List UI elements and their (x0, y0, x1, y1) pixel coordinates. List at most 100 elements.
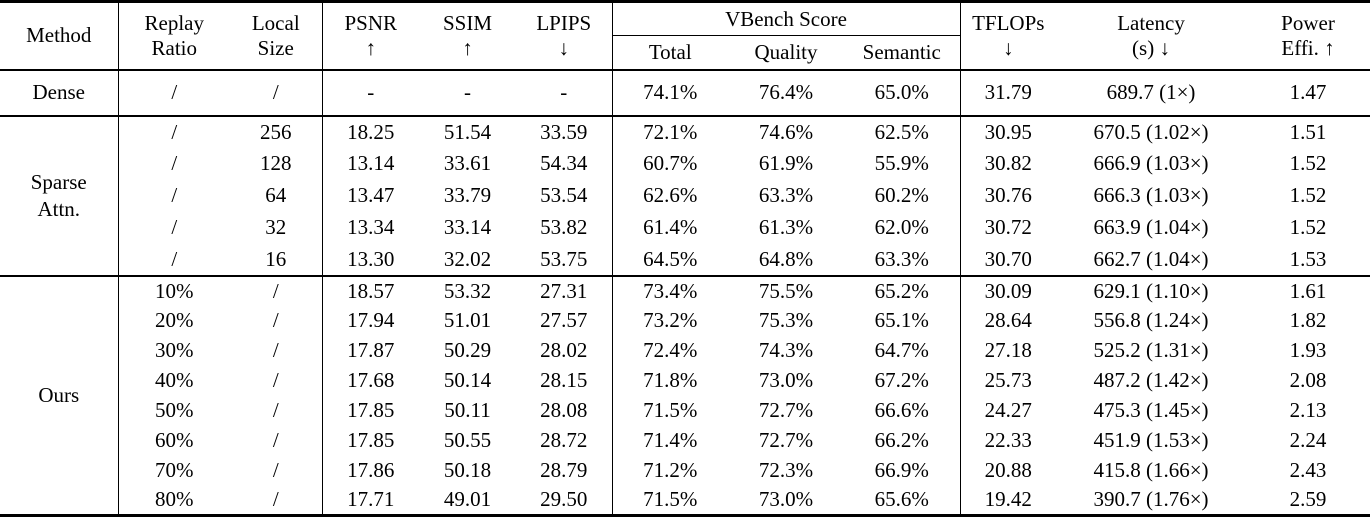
cell-local-size: 16 (265, 246, 287, 271)
cell-tflops: 30.76 (959, 179, 1057, 212)
cell-lpips: 27.31 (516, 274, 612, 306)
method-cell-dense: Dense (0, 68, 118, 116)
header-psnr: PSNR ↑ (321, 1, 419, 70)
cell-tflops: 30.95 (959, 114, 1057, 148)
cell-psnr: 13.47 (321, 179, 419, 212)
cell-vbench-total: 64.5% (611, 243, 728, 276)
cell-lpips: 28.72 (540, 428, 588, 452)
table-row-sparse-1: Sparse Attn. / 256 18.25 51.54 33.59 72.… (0, 114, 1370, 276)
cell-vbench-quality: 61.3% (758, 215, 814, 239)
cell-tflops: 28.64 (959, 305, 1057, 336)
cell-ssim: 50.18 (443, 458, 492, 482)
cell-vbench-semantic: 62.0% (874, 215, 929, 239)
cell-local-size: 256 (230, 114, 322, 148)
cell-tflops: 22.33 (959, 425, 1057, 456)
header-row-2: Total Quality Semantic (0, 35, 1370, 70)
cell-psnr: 13.14 (321, 147, 419, 180)
cell-latency: 415.8 (1.66×) (1093, 458, 1209, 482)
cell-vbench-total: 61.4% (611, 211, 728, 244)
cell-psnr: 17.94 (321, 305, 419, 336)
cell-vbench-total: 71.4% (611, 425, 728, 456)
cell-power-effi: 1.51 (1246, 114, 1370, 148)
cell-latency: 556.8 (1.24×) (1093, 308, 1209, 332)
cell-ssim: 33.79 (443, 183, 492, 207)
table-row-sparse-4: / 32 13.34 33.14 53.82 61.4% 61.3% 62.0%… (0, 211, 1370, 244)
cell-psnr: 18.25 (321, 114, 419, 148)
cell-lpips: 33.59 (516, 114, 612, 148)
cell-vbench-total: 73.4% (611, 274, 728, 306)
cell-lpips: 53.75 (540, 246, 588, 271)
cell-psnr: 18.57 (321, 274, 419, 306)
cell-replay-ratio: 10% (117, 274, 230, 306)
header-row-1: Method Replay Ratio Local Size PSNR ↑ SS… (0, 1, 1370, 70)
cell-local-size: / (272, 368, 279, 392)
header-vbench-total: Total (611, 35, 728, 70)
cell-replay-ratio: 70% (117, 455, 230, 486)
cell-power-effi: 1.47 (1246, 68, 1370, 116)
cell-psnr: - (321, 68, 419, 116)
cell-latency: 663.9 (1.04×) (1093, 215, 1209, 239)
cell-ssim: - (419, 68, 516, 116)
table-row-ours-8: 80% / 17.71 49.01 29.50 71.5% 73.0% 65.6… (0, 485, 1370, 516)
cell-vbench-semantic: 62.5% (844, 114, 961, 148)
cell-latency: 666.9 (1.03×) (1093, 151, 1209, 175)
table-row-ours-6: 60% / 17.85 50.55 28.72 71.4% 72.7% 66.2… (0, 425, 1370, 456)
cell-local-size: / (272, 308, 279, 332)
cell-psnr: 17.85 (321, 425, 419, 456)
cell-power-effi: 1.53 (1289, 246, 1327, 271)
cell-psnr: 17.68 (321, 365, 419, 396)
cell-local-size: 64 (265, 183, 287, 207)
cell-tflops: 27.18 (959, 335, 1057, 366)
cell-power-effi: 1.93 (1289, 338, 1327, 362)
table-row-ours-4: 40% / 17.68 50.14 28.15 71.8% 73.0% 67.2… (0, 365, 1370, 396)
cell-psnr: 17.87 (321, 335, 419, 366)
cell-lpips: 28.08 (540, 398, 588, 422)
cell-vbench-semantic: 65.1% (874, 308, 929, 332)
cell-lpips: - (516, 68, 612, 116)
cell-vbench-total: 60.7% (611, 147, 728, 180)
table-row-sparse-3: / 64 13.47 33.79 53.54 62.6% 63.3% 60.2%… (0, 179, 1370, 212)
cell-vbench-quality: 73.0% (758, 368, 814, 392)
cell-latency: 487.2 (1.42×) (1093, 368, 1209, 392)
cell-ssim: 32.02 (443, 246, 492, 271)
header-power-effi: Power Effi. ↑ (1281, 10, 1335, 60)
header-vbench-score: VBench Score (611, 1, 961, 36)
cell-latency: 525.2 (1.31×) (1093, 338, 1209, 362)
cell-power-effi: 1.52 (1289, 151, 1327, 175)
cell-vbench-semantic: 67.2% (874, 368, 929, 392)
cell-lpips: 53.82 (540, 215, 588, 239)
cell-power-effi: 2.13 (1289, 398, 1327, 422)
cell-local-size: / (272, 458, 279, 482)
cell-replay-ratio: 20% (117, 305, 230, 336)
cell-tflops: 19.42 (959, 485, 1057, 516)
cell-tflops: 30.70 (959, 243, 1057, 276)
cell-replay-ratio: / (117, 147, 230, 180)
header-local-size: Local Size (251, 10, 300, 60)
cell-tflops: 31.79 (959, 68, 1057, 116)
cell-vbench-quality: 75.5% (728, 274, 844, 306)
cell-latency: 689.7 (1×) (1056, 68, 1247, 116)
table-row-ours-2: 20% / 17.94 51.01 27.57 73.2% 75.3% 65.1… (0, 305, 1370, 336)
cell-ssim: 51.54 (419, 114, 516, 148)
cell-power-effi: 1.52 (1289, 215, 1327, 239)
cell-tflops: 25.73 (959, 365, 1057, 396)
cell-ssim: 49.01 (443, 487, 492, 512)
table-row-dense: Dense / / - - - 74.1% 76.4% 65.0% 31.79 … (0, 68, 1370, 116)
cell-latency: 666.3 (1.03×) (1093, 183, 1209, 207)
header-latency: Latency (s) ↓ (1117, 10, 1185, 60)
cell-vbench-total: 71.2% (611, 455, 728, 486)
cell-local-size: / (230, 274, 322, 306)
cell-latency: 475.3 (1.45×) (1093, 398, 1209, 422)
cell-latency: 629.1 (1.10×) (1056, 274, 1247, 306)
cell-replay-ratio: 80% (117, 485, 230, 516)
cell-ssim: 51.01 (443, 308, 492, 332)
cell-local-size: / (272, 338, 279, 362)
cell-vbench-semantic: 65.6% (874, 487, 929, 512)
cell-replay-ratio: 30% (117, 335, 230, 366)
cell-power-effi: 1.82 (1289, 308, 1327, 332)
cell-vbench-total: 71.5% (611, 395, 728, 426)
cell-vbench-semantic: 66.2% (874, 428, 929, 452)
cell-replay-ratio: 40% (117, 365, 230, 396)
cell-ssim: 50.55 (443, 428, 492, 452)
